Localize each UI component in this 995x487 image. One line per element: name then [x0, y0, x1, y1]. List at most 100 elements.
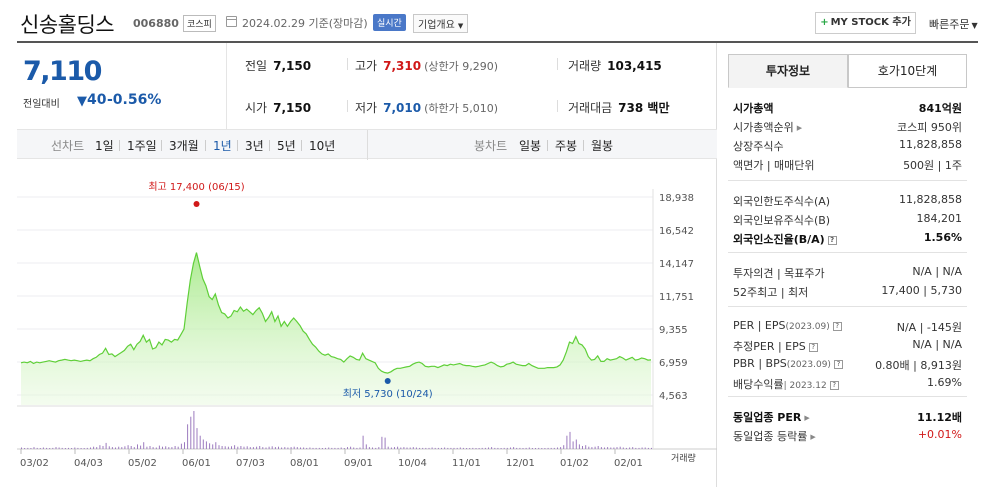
volume-bar [541, 448, 543, 449]
tab-weekly-candle[interactable]: 주봉 [555, 139, 578, 153]
volume-bar [61, 447, 63, 449]
divider [301, 140, 302, 151]
volume-bar [68, 447, 69, 449]
volume-bar [180, 443, 182, 449]
volume-bar [447, 447, 449, 449]
volume-bar [42, 447, 44, 449]
info-row: 외국인한도주식수(A) 11,828,858 [733, 193, 962, 211]
y-axis-labels: 18,938 16,542 14,147 11,751 9,355 6,959 4,563 [659, 193, 694, 402]
help-icon[interactable]: ? [808, 343, 818, 352]
volume-bar [306, 447, 308, 449]
volume-bar [625, 447, 627, 449]
volume-bar [262, 447, 264, 449]
help-icon[interactable]: ? [827, 236, 837, 245]
volume-bar [356, 447, 358, 449]
volume-bar [246, 446, 248, 449]
volume-bar [472, 447, 474, 449]
tab-orderbook-10[interactable]: 호가10단계 [848, 54, 967, 88]
volume-bar [152, 447, 154, 449]
help-icon[interactable]: ? [833, 360, 843, 369]
high-annotation: 최고 17,400 (06/15) [148, 181, 244, 193]
arrow-right-icon[interactable]: ▶ [810, 433, 816, 441]
volume-bar [513, 447, 515, 449]
volume-bar [274, 447, 276, 449]
info-value: 17,400 | 5,730 [881, 284, 962, 297]
volume-bar [149, 446, 151, 449]
add-mystock-button[interactable]: + MY STOCK 추가 [815, 12, 916, 34]
volume-bar [309, 447, 311, 449]
volume-bar [434, 447, 436, 449]
x-tick-label: 03/02 [20, 458, 49, 469]
x-tick-label: 08/01 [290, 458, 319, 469]
volume-bar [184, 442, 185, 449]
info-section: 외국인한도주식수(A) 11,828,858 외국인보유주식수(B) 184,201 외… [728, 180, 967, 246]
tab-1day[interactable]: 1일 [95, 139, 114, 153]
volume-bar [422, 447, 424, 449]
volume-bar [510, 447, 511, 449]
tab-1week[interactable]: 1주일 [127, 139, 157, 153]
volume-bar [387, 446, 389, 449]
volume-bar [234, 445, 236, 449]
volume-bar [240, 446, 242, 449]
volume-bar [585, 445, 587, 449]
volume-bar [77, 447, 79, 449]
tab-10year[interactable]: 10년 [309, 139, 336, 153]
volume-bar [243, 446, 245, 449]
volume-bar [528, 447, 530, 449]
chevron-down-icon: ▼ [457, 22, 464, 30]
stat-value: 103,415 [607, 59, 662, 73]
tab-monthly-candle[interactable]: 월봉 [591, 139, 614, 153]
tab-3year[interactable]: 3년 [245, 139, 264, 153]
volume-bar [252, 447, 254, 449]
volume-bar [390, 447, 392, 449]
info-key: 상장주식수 [733, 140, 784, 153]
tab-daily-candle[interactable]: 일봉 [519, 139, 542, 153]
info-row: 배당수익률| 2023.12? 1.69% [733, 376, 962, 394]
volume-bar [635, 447, 637, 449]
volume-bar [337, 447, 339, 449]
volume-bar [221, 446, 223, 449]
info-value: 184,201 [916, 212, 963, 225]
stock-header: 신송홀딩스 006880 코스피 2024.02.29 기준(장마감) 실시간 … [0, 0, 995, 43]
realtime-button[interactable]: 실시간 [373, 14, 406, 31]
volume-bar [494, 447, 496, 449]
info-section: 동일업종 PER ▶ 11.12배 동일업종 등락률 ▶ +0.01% [728, 396, 967, 443]
chevron-down-icon: ▼ [971, 21, 978, 30]
volume-bar [199, 435, 201, 449]
volume-bar [303, 447, 305, 449]
info-value: 코스피 950위 [897, 121, 962, 134]
volume-bar [384, 437, 386, 449]
info-section: 시가총액 841억원 시가총액순위 ▶ 코스피 950위 상장주식수 11,828,858 액… [728, 88, 967, 172]
x-tick-label: 10/04 [398, 458, 427, 469]
tab-5year[interactable]: 5년 [277, 139, 296, 153]
stat-label: 거래대금 [568, 101, 613, 115]
tab-3month[interactable]: 3개월 [169, 139, 199, 153]
volume-bar [475, 448, 477, 449]
volume-bar [644, 447, 646, 449]
high-marker [193, 201, 200, 207]
tab-investment-info[interactable]: 투자정보 [728, 54, 848, 88]
tab-1year[interactable]: 1년 [213, 139, 232, 153]
arrow-right-icon[interactable]: ▶ [796, 124, 803, 132]
volume-bar [365, 444, 367, 449]
volume-bar [268, 446, 270, 449]
info-key: 외국인소진율(B/A)? [733, 231, 837, 247]
volume-bar [563, 445, 565, 449]
stat-value: 7,010 [383, 101, 422, 115]
volume-bar [193, 411, 195, 449]
volume-bar [202, 439, 204, 449]
volume-bar [506, 447, 508, 449]
volume-bar [519, 447, 521, 449]
volume-bar [459, 447, 461, 449]
corp-info-dropdown[interactable]: 기업개요 ▼ [413, 14, 469, 33]
price-chart[interactable]: 18,93816,54214,14711,7519,3556,9594,563 … [17, 159, 717, 487]
volume-bar [622, 447, 624, 449]
arrow-right-icon[interactable]: ▶ [804, 414, 810, 422]
volume-bar [613, 447, 615, 449]
help-icon[interactable]: ? [829, 381, 839, 390]
help-icon[interactable]: ? [832, 322, 842, 331]
info-row: 외국인소진율(B/A)? 1.56% [733, 231, 962, 249]
quick-order-button[interactable]: 빠른주문 ▼ [929, 16, 978, 32]
x-tick-label: 12/01 [506, 458, 535, 469]
volume-bar [52, 447, 54, 449]
